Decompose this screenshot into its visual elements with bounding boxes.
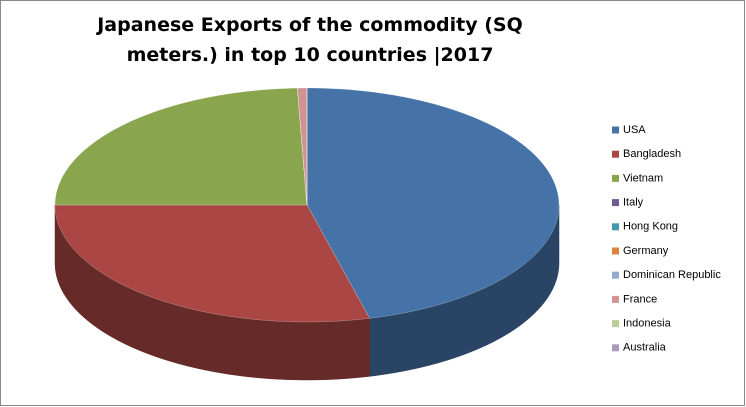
slice (54, 87, 308, 206)
legend-swatch (612, 174, 619, 182)
legend-swatch (612, 320, 619, 328)
legend-swatch (612, 247, 619, 255)
legend-label: Italy (623, 197, 644, 209)
legend-label: Bangladesh (623, 148, 681, 160)
legend-label: France (623, 293, 657, 305)
slice (306, 87, 560, 319)
legend-swatch (612, 295, 619, 303)
legend-swatch (612, 199, 619, 207)
legend-label: Hong Kong (623, 221, 678, 233)
legend-swatch (612, 223, 619, 231)
legend-swatch (612, 150, 619, 158)
legend-label: Germany (623, 245, 669, 257)
legend-label: Dominican Republic (623, 269, 721, 281)
slice (54, 204, 371, 323)
slice (297, 87, 308, 206)
legend-swatch (612, 271, 619, 279)
legend-label: Australia (623, 342, 667, 354)
legend-label: Vietnam (623, 172, 663, 184)
legend-swatch (612, 126, 619, 134)
legend-label: USA (623, 124, 646, 136)
slice-side (54, 204, 370, 381)
chart-title: Japanese Exports of the commodity (SQ me… (97, 14, 523, 66)
legend-swatch (612, 344, 619, 352)
legend-label: Indonesia (623, 318, 672, 330)
